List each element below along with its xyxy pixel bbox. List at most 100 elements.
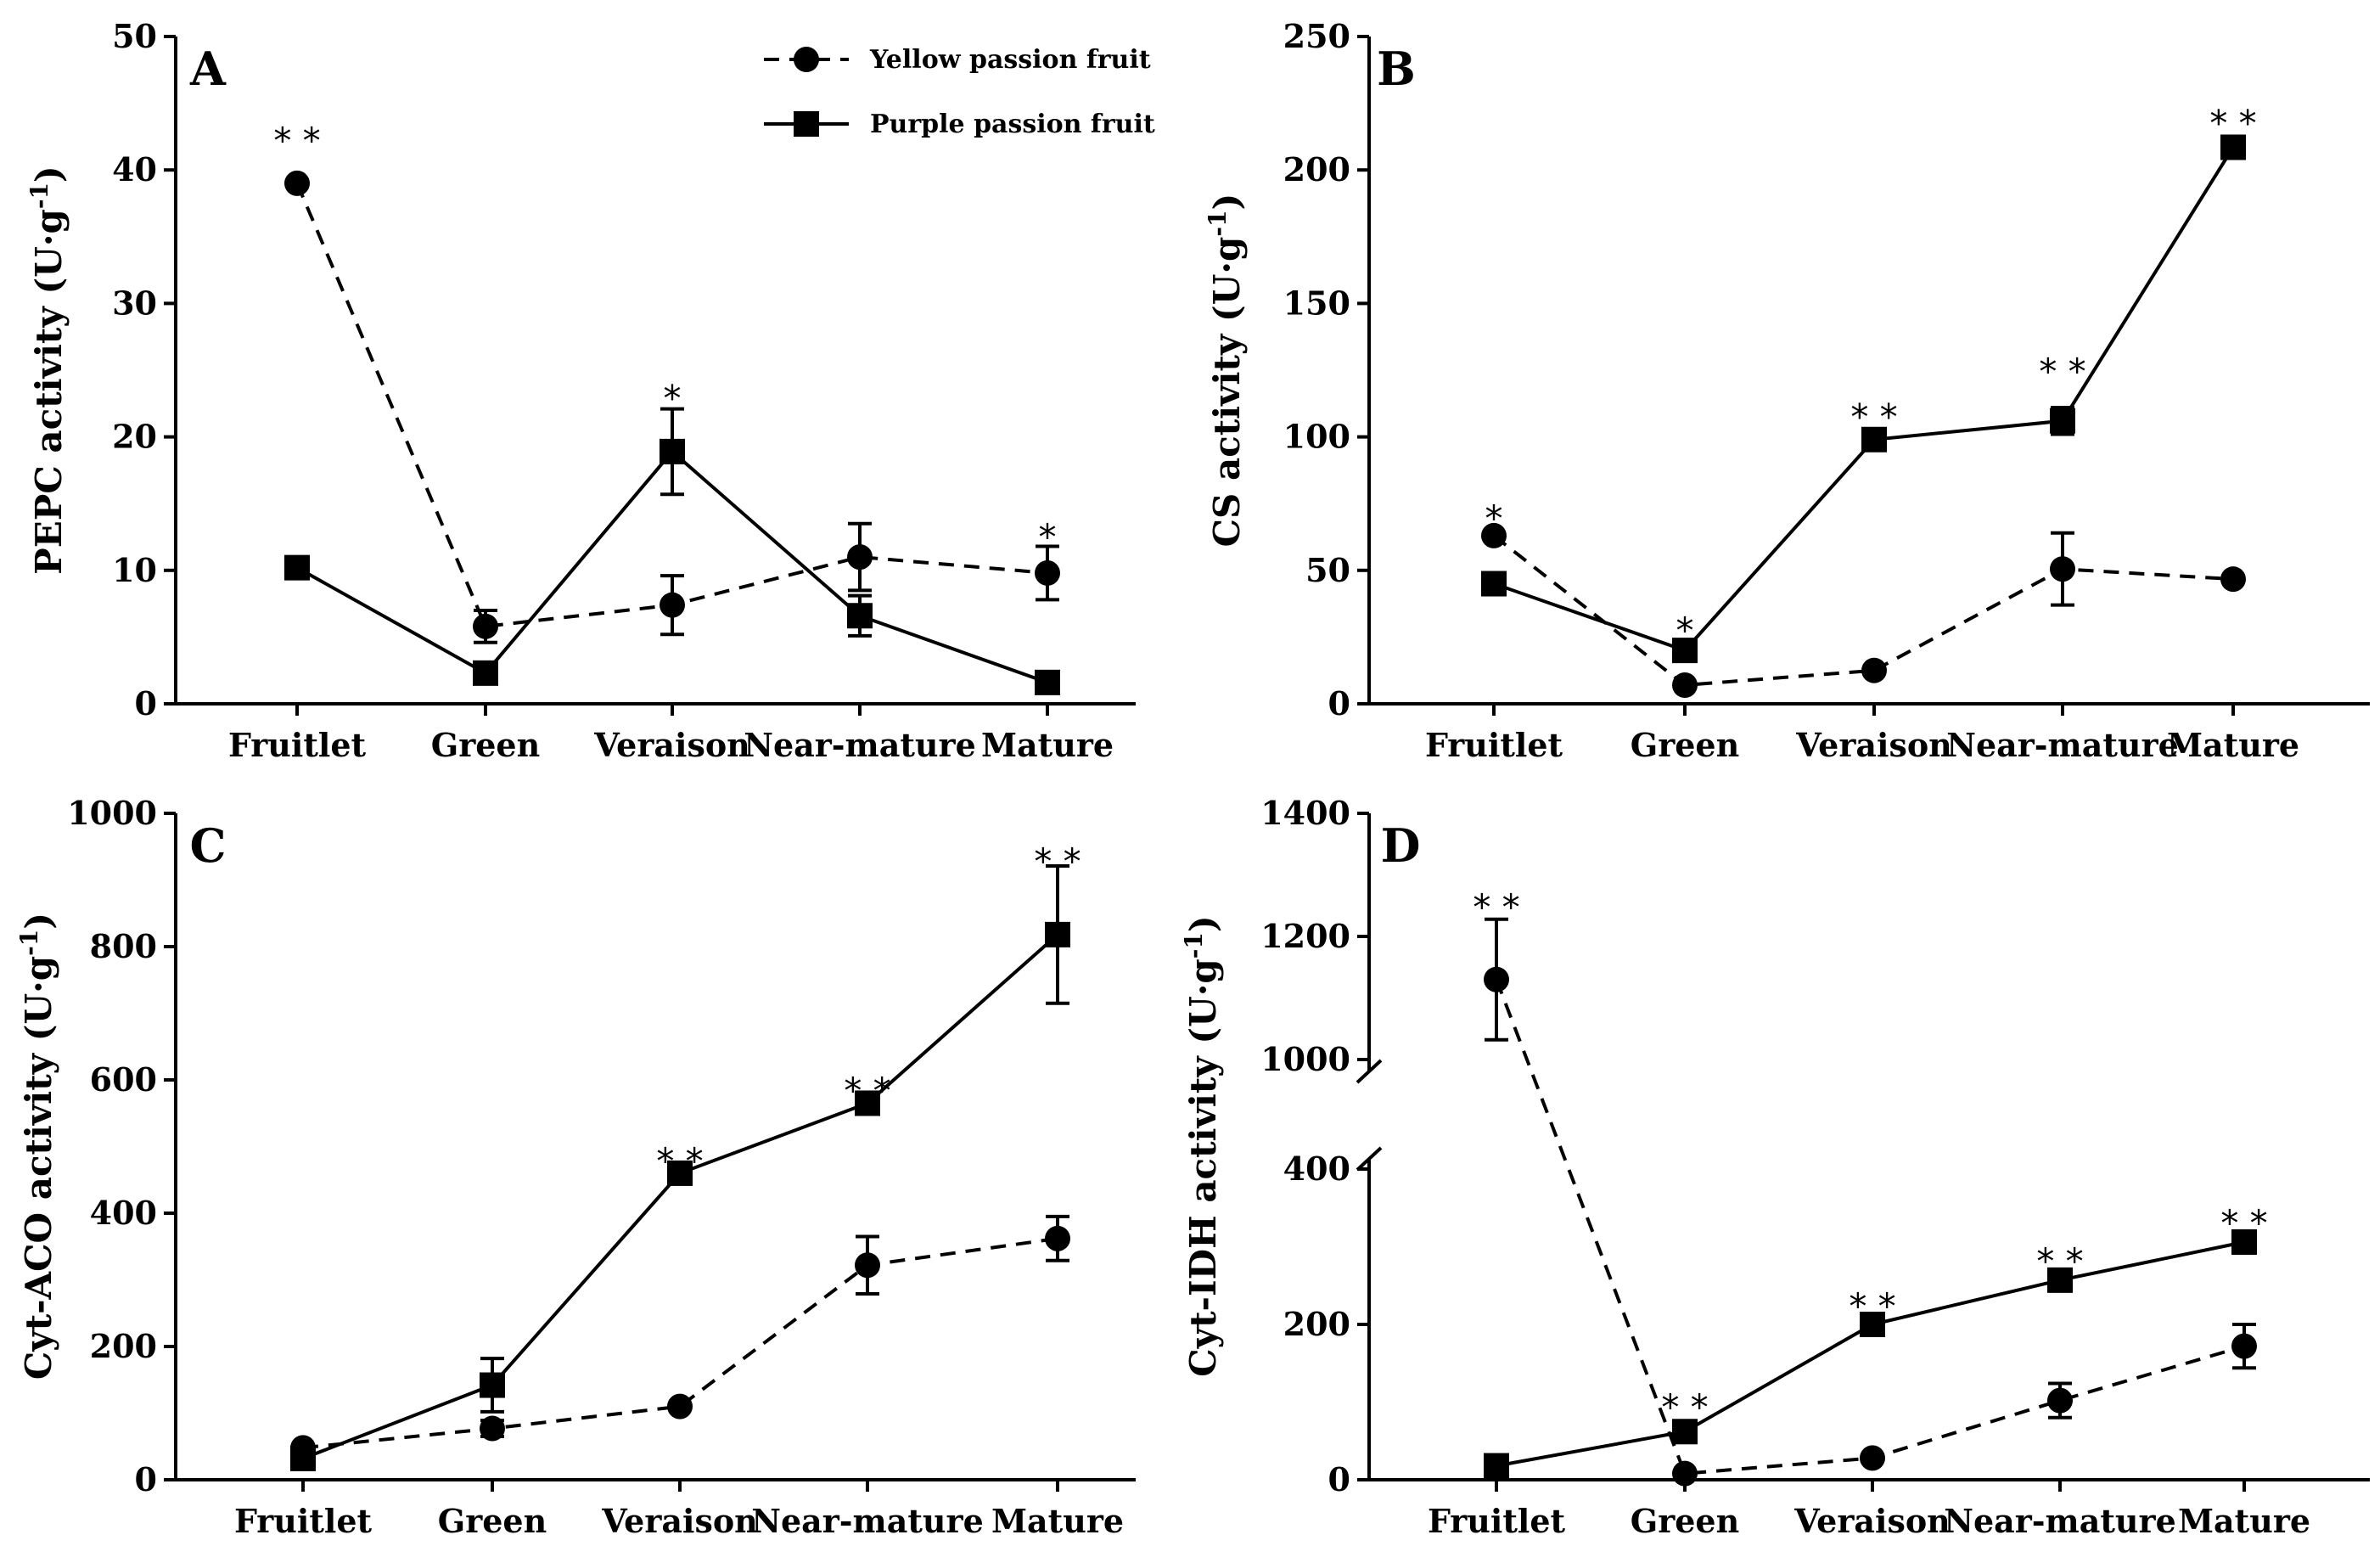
- y-axis-title-superscript: -1: [25, 183, 53, 209]
- panel-letter: D: [1381, 818, 1421, 873]
- panel-a-pepc-chart: 0 10 20 30 40 50 Fruitlet Green VeraisonNear-mat…: [25, 17, 1136, 764]
- series-purple: [1481, 134, 2246, 664]
- significance-label: * *: [2036, 1240, 2083, 1282]
- x-tick-label: Veraison: [1793, 1502, 1951, 1540]
- series-line: [1495, 979, 2245, 1476]
- y-tick-label: 100: [1283, 418, 1350, 456]
- y-tick-label: 400: [1283, 1150, 1350, 1188]
- y-axis-title-superscript: -1: [1204, 210, 1232, 236]
- data-point: [2047, 1267, 2073, 1293]
- y-axis-title-close: ): [1206, 194, 1248, 211]
- series-line: [1492, 534, 2234, 688]
- data-point: [1672, 672, 1698, 698]
- data-point: [855, 1252, 880, 1279]
- x-tick-label: Fruitlet: [1425, 726, 1563, 764]
- y-tick-label: 400: [90, 1194, 157, 1232]
- y-tick-label: 800: [90, 927, 157, 965]
- significance-label: * *: [1473, 886, 1519, 928]
- data-point: [2231, 1229, 2257, 1256]
- y-tick-label: 150: [1283, 284, 1350, 322]
- x-tick-label: Veraison: [601, 1502, 758, 1540]
- y-axis-title-close: ): [18, 913, 59, 930]
- y-axis-title-close: ): [1182, 915, 1224, 932]
- significance-label: * *: [656, 1140, 703, 1182]
- data-point: [2047, 1387, 2073, 1414]
- y-axis-title: Cyt-IDH activity (U·g-1): [1180, 915, 1224, 1376]
- x-tick-label: Mature: [991, 1502, 1124, 1540]
- data-point: [1035, 559, 1060, 586]
- data-point: [1672, 638, 1698, 664]
- y-tick-label: 0: [1328, 684, 1350, 722]
- panel-letter: C: [190, 818, 227, 873]
- data-point: [1484, 966, 1509, 992]
- y-tick-label: 200: [1283, 150, 1350, 188]
- significance-label: * *: [2039, 351, 2085, 392]
- x-tick-label: Near-mature: [751, 1502, 984, 1540]
- significance-label: *: [1676, 610, 1694, 651]
- data-point: [2220, 134, 2246, 160]
- significance-label: * *: [844, 1070, 890, 1111]
- panel-b-cs-chart: 0 50 100 150 200 250 Fruitlet Green VeraisonNear…: [1204, 17, 2370, 764]
- data-point: [1672, 1419, 1698, 1445]
- y-tick-label: 200: [90, 1327, 157, 1365]
- x-tick-label: Fruitlet: [234, 1502, 373, 1540]
- y-tick-label: 200: [1283, 1305, 1350, 1343]
- y-tick-label: 600: [90, 1060, 157, 1099]
- x-tick-label: Mature: [981, 726, 1114, 764]
- significance-label: * *: [2209, 103, 2256, 144]
- significance-label: *: [1039, 516, 1057, 558]
- panel-letter: A: [189, 42, 227, 96]
- data-point: [1861, 657, 1887, 683]
- data-point: [2050, 408, 2075, 434]
- data-point: [1045, 921, 1070, 947]
- y-tick-label: 1200: [1260, 917, 1350, 955]
- significance-label: * *: [273, 120, 320, 161]
- y-tick-label: 0: [135, 1460, 157, 1498]
- x-tick-label: Near-mature: [744, 726, 976, 764]
- significance-label: * *: [1661, 1386, 1708, 1428]
- y-tick-label: 20: [112, 418, 157, 456]
- y-axis-title-main: Cyt-ACO activity (U·g: [18, 956, 59, 1380]
- y-tick-label: 50: [112, 17, 157, 55]
- y-tick-label: 50: [1305, 551, 1350, 589]
- data-point: [1481, 571, 1507, 597]
- data-point: [480, 1372, 505, 1398]
- data-point: [1484, 1453, 1509, 1479]
- data-point: [660, 592, 685, 618]
- y-tick-label: 1000: [1260, 1040, 1350, 1078]
- panel-letter: B: [1377, 42, 1416, 96]
- data-point: [660, 438, 685, 464]
- axis-break-mark: [1356, 1059, 1383, 1084]
- data-point: [667, 1393, 693, 1420]
- x-tick-label: Veraison: [593, 726, 750, 764]
- y-axis-title: CS activity (U·g-1): [1204, 194, 1248, 548]
- x-tick-label: Near-mature: [1946, 726, 2179, 764]
- data-point: [1860, 1312, 1885, 1337]
- series-line: [302, 933, 1059, 1460]
- x-tick-label: Fruitlet: [228, 726, 367, 764]
- series-yellow: [284, 170, 1060, 644]
- data-point: [473, 660, 498, 686]
- data-point: [1672, 1460, 1698, 1487]
- data-point: [847, 544, 873, 571]
- x-tick-label: Mature: [2167, 726, 2299, 764]
- y-axis-title-superscript: -1: [1180, 932, 1208, 959]
- data-point: [1481, 522, 1507, 548]
- y-axis-title-main: CS activity (U·g: [1206, 237, 1248, 548]
- data-point: [1035, 669, 1060, 695]
- data-point: [2050, 556, 2075, 582]
- y-axis-title-main: PEPC activity (U·g: [28, 209, 70, 575]
- series-purple: [284, 407, 1060, 695]
- y-axis-title: Cyt-ACO activity (U·g-1): [15, 913, 59, 1380]
- y-axis-title-close: ): [28, 166, 70, 183]
- significance-label: * *: [2220, 1202, 2267, 1244]
- legend-label: Yellow passion fruit: [869, 45, 1151, 75]
- data-point: [855, 1090, 880, 1116]
- series-purple: [1484, 1229, 2257, 1479]
- legend-label: Purple passion fruit: [870, 110, 1155, 139]
- x-tick-label: Green: [1631, 1502, 1739, 1540]
- data-point: [290, 1445, 316, 1471]
- x-tick-label: Near-mature: [1944, 1502, 2176, 1540]
- significance-label: * *: [1849, 1285, 1895, 1327]
